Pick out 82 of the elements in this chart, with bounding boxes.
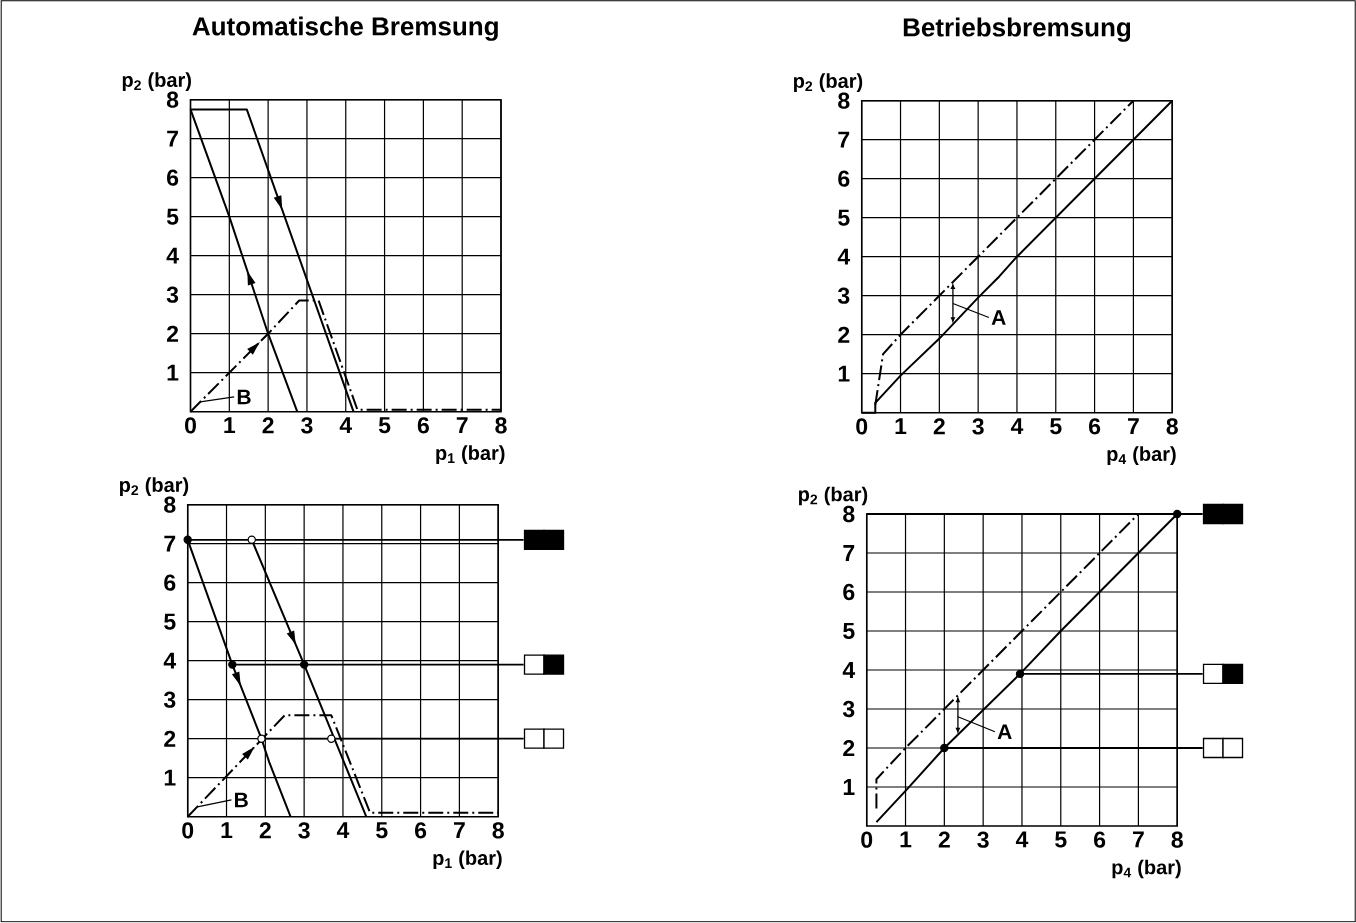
chart-title: Betriebsbremsung bbox=[903, 17, 1131, 42]
x-tick-label: 6 bbox=[415, 822, 427, 839]
x-axis-title: p$_{4}$ (bar) bbox=[1107, 446, 1176, 466]
y-tick-label: 7 bbox=[167, 130, 178, 147]
y-tick-label: 5 bbox=[164, 613, 176, 630]
x-tick-label: 3 bbox=[301, 417, 313, 434]
annotation: B bbox=[235, 792, 248, 808]
x-tick-label: 2 bbox=[259, 822, 271, 839]
y-tick-label: 5 bbox=[166, 208, 179, 225]
y-tick-label: 5 bbox=[838, 209, 850, 226]
y-tick-label: 5 bbox=[843, 622, 855, 640]
y-axis-title: p$_{2}$ (bar) bbox=[793, 73, 863, 93]
y-tick-label: 3 bbox=[166, 286, 179, 303]
x-tick-label: 7 bbox=[453, 822, 465, 839]
x-tick-label: 6 bbox=[417, 417, 429, 434]
x-tick-label: 0 bbox=[185, 417, 196, 434]
y-tick-label: 6 bbox=[843, 583, 855, 601]
x-tick-label: 0 bbox=[856, 418, 868, 435]
y-tick-label: 2 bbox=[164, 730, 176, 747]
x-tick-label: 5 bbox=[378, 417, 391, 434]
x-axis-title: p$_{4}$ (bar) bbox=[1112, 859, 1181, 879]
x-tick-label: 7 bbox=[456, 417, 468, 434]
y-tick-label: 7 bbox=[838, 131, 850, 148]
chart-title: Automatische Bremsung bbox=[192, 16, 498, 41]
y-tick-label: 1 bbox=[843, 779, 855, 795]
x-tick-label: 2 bbox=[938, 831, 950, 848]
x-tick-label: 4 bbox=[336, 822, 350, 839]
x-tick-label: 3 bbox=[972, 418, 984, 435]
y-tick-label: 4 bbox=[842, 662, 856, 678]
x-tick-label: 3 bbox=[298, 822, 310, 839]
x-tick-label: 4 bbox=[1015, 831, 1029, 848]
y-tick-label: 7 bbox=[843, 545, 855, 561]
x-tick-label: 5 bbox=[376, 822, 388, 839]
y-tick-label: 1 bbox=[167, 364, 179, 381]
y-tick-label: 2 bbox=[843, 739, 855, 757]
x-tick-label: 8 bbox=[1171, 831, 1183, 848]
annotation: B bbox=[237, 389, 251, 405]
x-tick-label: 2 bbox=[262, 417, 274, 434]
y-tick-label: 8 bbox=[843, 505, 855, 523]
x-tick-label: 0 bbox=[182, 822, 194, 839]
y-tick-label: 3 bbox=[842, 700, 855, 718]
x-tick-label: 3 bbox=[977, 831, 989, 848]
x-tick-label: 6 bbox=[1094, 831, 1106, 848]
x-tick-label: 4 bbox=[339, 417, 353, 434]
x-tick-label: 0 bbox=[861, 831, 873, 848]
y-tick-label: 4 bbox=[837, 248, 851, 265]
x-tick-label: 4 bbox=[1010, 418, 1024, 435]
x-tick-label: 6 bbox=[1089, 418, 1101, 435]
y-tick-label: 8 bbox=[166, 91, 179, 108]
y-tick-label: 2 bbox=[166, 325, 179, 342]
y-tick-label: 8 bbox=[838, 92, 850, 109]
y-tick-label: 1 bbox=[838, 365, 850, 382]
x-tick-label: 1 bbox=[224, 417, 236, 434]
y-tick-label: 6 bbox=[164, 574, 176, 591]
x-tick-label: 5 bbox=[1055, 831, 1067, 848]
y-tick-label: 1 bbox=[164, 769, 176, 786]
x-tick-label: 1 bbox=[895, 418, 907, 435]
x-tick-label: 7 bbox=[1127, 418, 1139, 435]
x-tick-label: 8 bbox=[495, 417, 507, 434]
y-tick-label: 2 bbox=[838, 326, 850, 343]
y-axis-title: p$_{2}$ (bar) bbox=[119, 477, 189, 497]
x-tick-label: 1 bbox=[900, 831, 912, 848]
y-tick-label: 6 bbox=[167, 169, 179, 186]
y-tick-label: 3 bbox=[163, 691, 176, 708]
x-tick-label: 7 bbox=[1132, 831, 1144, 848]
x-tick-label: 5 bbox=[1050, 418, 1062, 435]
x-tick-label: 1 bbox=[221, 822, 233, 839]
y-tick-label: 4 bbox=[166, 247, 179, 264]
y-tick-label: 8 bbox=[164, 496, 176, 513]
x-tick-label: 8 bbox=[1166, 418, 1178, 435]
y-axis-title: p$_{2}$ (bar) bbox=[798, 486, 868, 506]
y-tick-label: 7 bbox=[164, 535, 176, 552]
y-tick-label: 4 bbox=[163, 652, 177, 669]
x-tick-label: 2 bbox=[933, 418, 945, 435]
y-tick-label: 3 bbox=[837, 287, 850, 304]
y-axis-title: p$_{2}$ (bar) bbox=[122, 72, 191, 92]
x-tick-label: 8 bbox=[492, 822, 504, 839]
annotation: A bbox=[997, 724, 1012, 740]
y-tick-label: 6 bbox=[838, 170, 850, 187]
x-axis-title: p$_{1}$ (bar) bbox=[436, 445, 505, 465]
annotation: A bbox=[991, 310, 1006, 325]
x-axis-title: p$_{1}$ (bar) bbox=[433, 850, 502, 870]
